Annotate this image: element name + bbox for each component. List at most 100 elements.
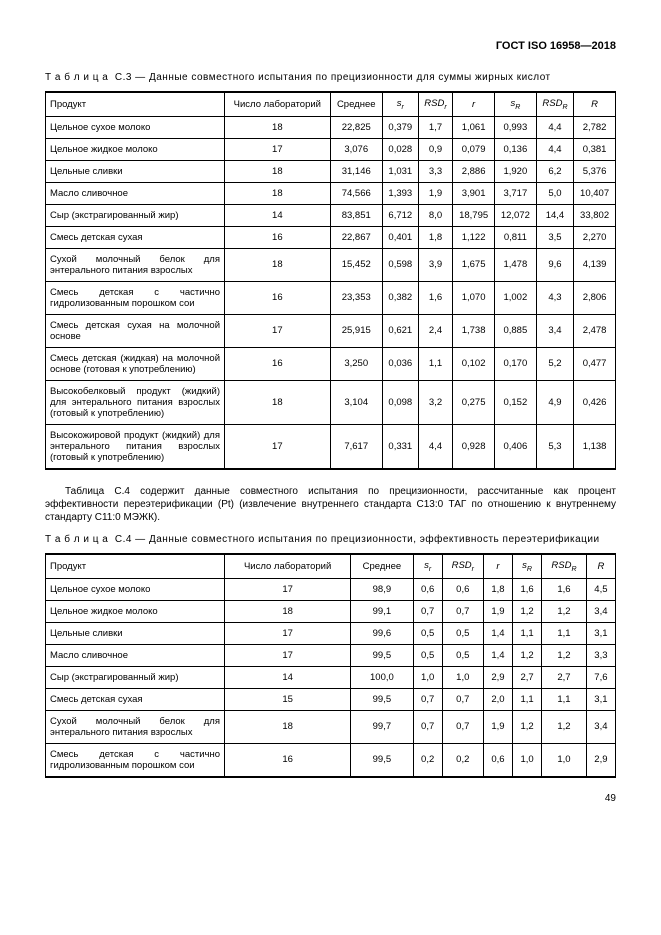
cell-value: 1,0 [442, 666, 483, 688]
cell-value: 99,5 [351, 644, 413, 666]
cell-value: 2,782 [574, 116, 616, 138]
cell-value: 1,8 [483, 578, 512, 600]
cell-value: 17 [225, 622, 351, 644]
cell-value: 0,477 [574, 347, 616, 380]
cell-value: 1,0 [512, 743, 541, 777]
cell-value: 74,566 [330, 182, 382, 204]
table-row: Сыр (экстрагированный жир)14100,01,01,02… [46, 666, 616, 688]
cell-product: Цельные сливки [46, 622, 225, 644]
cell-value: 3,3 [586, 644, 615, 666]
cell-value: 3,104 [330, 380, 382, 424]
cell-value: 1,2 [512, 600, 541, 622]
table-row: Смесь детская с частично гидролизованным… [46, 281, 616, 314]
cell-value: 0,170 [494, 347, 536, 380]
cell-value: 18 [225, 116, 331, 138]
cell-product: Смесь детская (жидкая) на молочной основ… [46, 347, 225, 380]
col-rsdr: RSDr [418, 92, 452, 116]
cell-value: 99,6 [351, 622, 413, 644]
cell-value: 0,401 [382, 226, 418, 248]
cell-product: Смесь детская сухая на молочной основе [46, 314, 225, 347]
cell-value: 4,4 [536, 138, 573, 160]
document-header: ГОСТ ISO 16958—2018 [45, 40, 616, 52]
cell-value: 7,617 [330, 424, 382, 469]
cell-product: Цельное сухое молоко [46, 578, 225, 600]
table-row: Сухой молочный белок для энтерального пи… [46, 710, 616, 743]
col-labs: Число лабораторий [225, 92, 331, 116]
cell-value: 0,811 [494, 226, 536, 248]
cell-value: 1,1 [512, 622, 541, 644]
cell-value: 4,3 [536, 281, 573, 314]
col-product: Продукт [46, 554, 225, 578]
table-row: Цельное жидкое молоко173,0760,0280,90,07… [46, 138, 616, 160]
cell-value: 22,867 [330, 226, 382, 248]
cell-value: 3,5 [536, 226, 573, 248]
cell-value: 3,1 [586, 688, 615, 710]
table-c4-caption: Т а б л и ц а С.4 — Данные совместного и… [45, 534, 616, 545]
cell-value: 1,0 [542, 743, 587, 777]
cell-value: 18 [225, 600, 351, 622]
cell-value: 7,6 [586, 666, 615, 688]
col-sr: sr [413, 554, 442, 578]
cell-value: 1,2 [542, 710, 587, 743]
cell-value: 33,802 [574, 204, 616, 226]
cell-value: 2,9 [586, 743, 615, 777]
cell-value: 0,928 [453, 424, 495, 469]
cell-value: 0,5 [442, 644, 483, 666]
table-row: Масло сливочное1874,5661,3931,93,9013,71… [46, 182, 616, 204]
cell-value: 1,1 [542, 622, 587, 644]
cell-product: Смесь детская сухая [46, 688, 225, 710]
col-product: Продукт [46, 92, 225, 116]
cell-value: 0,7 [413, 688, 442, 710]
cell-value: 2,4 [418, 314, 452, 347]
cell-product: Масло сливочное [46, 182, 225, 204]
cell-product: Смесь детская с частично гидролизованным… [46, 281, 225, 314]
col-labs: Число лабораторий [225, 554, 351, 578]
cell-value: 8,0 [418, 204, 452, 226]
cell-value: 3,3 [418, 160, 452, 182]
cell-value: 3,2 [418, 380, 452, 424]
cell-value: 1,070 [453, 281, 495, 314]
cell-value: 0,7 [442, 600, 483, 622]
col-sr: sr [382, 92, 418, 116]
cell-value: 4,9 [536, 380, 573, 424]
paragraph-c4-intro: Таблица С.4 содержит данные совместного … [45, 485, 616, 524]
cell-product: Сухой молочный белок для энтерального пи… [46, 248, 225, 281]
table-row: Цельные сливки1831,1461,0313,32,8861,920… [46, 160, 616, 182]
cell-value: 0,5 [442, 622, 483, 644]
cell-value: 5,0 [536, 182, 573, 204]
cell-value: 2,806 [574, 281, 616, 314]
table-row: Цельное сухое молоко1822,8250,3791,71,06… [46, 116, 616, 138]
cell-product: Цельные сливки [46, 160, 225, 182]
cell-value: 0,036 [382, 347, 418, 380]
cell-value: 3,076 [330, 138, 382, 160]
cell-value: 0,2 [413, 743, 442, 777]
cell-value: 0,152 [494, 380, 536, 424]
cell-value: 3,4 [536, 314, 573, 347]
cell-value: 4,4 [418, 424, 452, 469]
cell-value: 15,452 [330, 248, 382, 281]
cell-value: 0,381 [574, 138, 616, 160]
cell-value: 1,1 [542, 688, 587, 710]
cell-value: 0,598 [382, 248, 418, 281]
cell-value: 1,393 [382, 182, 418, 204]
cell-value: 18,795 [453, 204, 495, 226]
table-row: Смесь детская (жидкая) на молочной основ… [46, 347, 616, 380]
table-row: Смесь детская сухая1622,8670,4011,81,122… [46, 226, 616, 248]
cell-value: 1,7 [418, 116, 452, 138]
cell-value: 0,098 [382, 380, 418, 424]
cell-value: 1,9 [483, 600, 512, 622]
cell-value: 6,2 [536, 160, 573, 182]
cell-value: 2,7 [512, 666, 541, 688]
cell-value: 83,851 [330, 204, 382, 226]
cell-value: 17 [225, 644, 351, 666]
col-sR: sR [494, 92, 536, 116]
cell-value: 17 [225, 138, 331, 160]
cell-value: 16 [225, 281, 331, 314]
cell-value: 25,915 [330, 314, 382, 347]
cell-product: Высокобелковый продукт (жидкий) для энте… [46, 380, 225, 424]
table-row: Смесь детская сухая1599,50,70,72,01,11,1… [46, 688, 616, 710]
cell-value: 1,9 [418, 182, 452, 204]
cell-value: 17 [225, 424, 331, 469]
cell-value: 0,7 [413, 600, 442, 622]
cell-value: 98,9 [351, 578, 413, 600]
